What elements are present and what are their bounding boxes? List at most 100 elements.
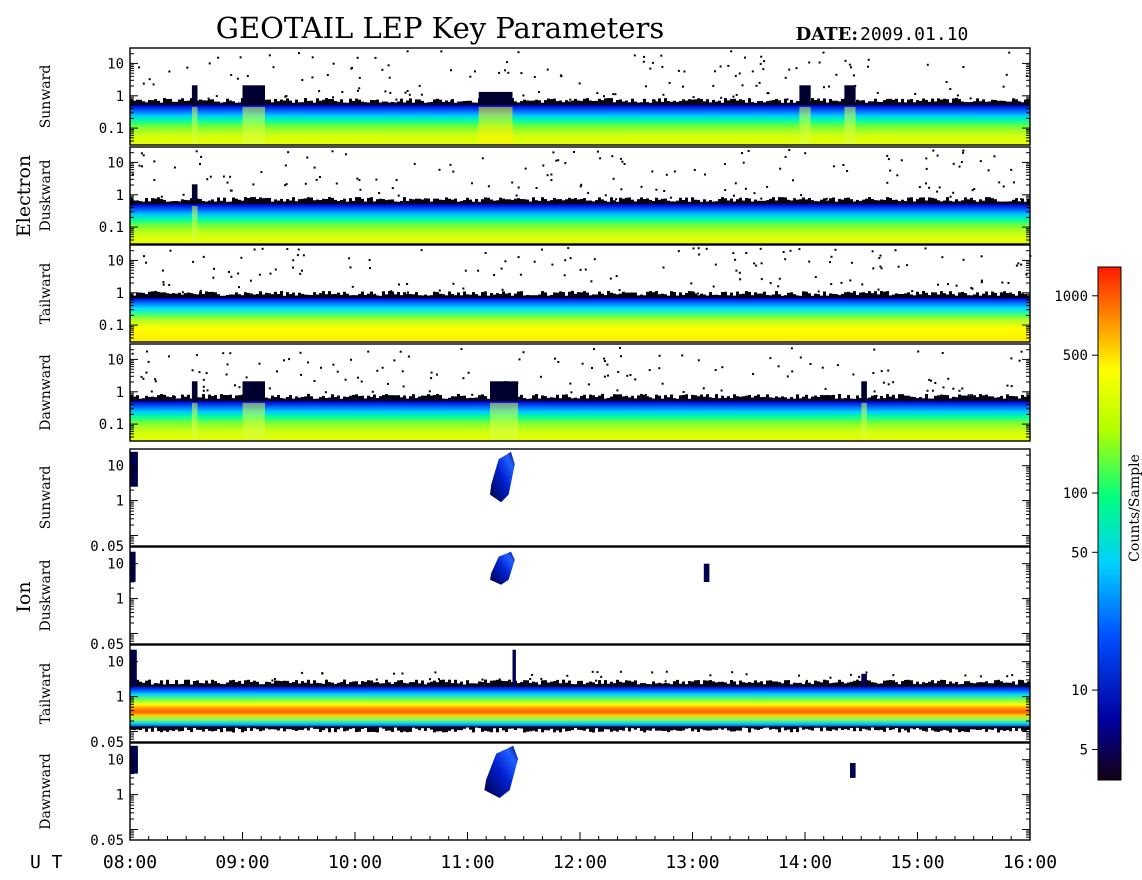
noise-point [326,74,329,76]
band-edge [682,295,685,298]
noise-point [721,366,724,369]
band-edge [235,292,238,298]
enhancement-band [490,402,519,441]
noise-point [892,674,895,677]
noise-point [677,69,680,72]
noise-point [724,189,727,191]
band-edge [730,198,733,204]
band-edge [313,200,316,204]
band-edge [214,292,217,298]
band-edge [220,726,223,733]
band-edge [370,100,373,105]
band-edge [220,200,223,204]
noise-point [533,260,536,263]
band-edge [700,684,703,687]
noise-point [738,72,741,75]
band-edge [841,398,844,401]
noise-point [848,63,851,66]
band-edge [445,197,448,204]
y-tick-label: 10 [107,253,124,269]
band-edge [787,680,790,687]
band-edge [850,726,853,728]
band-edge [304,396,307,401]
band-edge [349,98,352,105]
noise-point [805,679,808,682]
band-edge [571,100,574,105]
band-edge [697,726,700,732]
band-edge [325,679,328,687]
band-edge [139,292,142,298]
band-edge [406,398,409,401]
noise-point [861,283,864,286]
noise-point [192,260,195,263]
band-edge [382,683,385,687]
band-edge [757,200,760,204]
band-edge [340,682,343,687]
noise-point [844,59,847,62]
colorbar-tick-label: 50 [1071,545,1088,561]
band-edge [442,398,445,401]
noise-point [306,156,309,159]
band-edge [448,291,451,298]
band-edge [484,396,487,401]
noise-point [358,87,361,90]
band-edge [652,99,655,105]
band-edge [364,398,367,401]
noise-point [887,383,890,386]
band-edge [712,726,715,730]
noise-point [817,290,820,293]
band-edge [211,199,214,204]
band-edge [826,680,829,687]
noise-point [356,177,359,180]
noise-point [682,85,684,88]
band-edge [658,682,661,687]
band-edge [376,295,379,298]
band-edge [799,199,802,204]
panel-direction-label: Tailward [38,263,54,325]
band-edge [1009,682,1012,687]
band-edge [610,98,613,105]
band-edge [310,295,313,298]
band-edge [460,726,463,731]
band-edge [598,197,601,204]
band-edge [442,101,445,105]
noise-point [202,389,205,392]
band-edge [514,101,517,105]
band-edge [256,681,259,687]
noise-point [229,352,232,355]
band-edge [553,726,556,733]
noise-point [830,255,833,258]
band-edge [304,682,307,687]
band-edge [205,100,208,105]
noise-point [1011,674,1014,677]
band-edge [364,294,367,298]
band-edge [379,726,382,728]
band-edge [784,397,787,401]
noise-point [573,151,575,153]
band-edge [907,99,910,105]
band-edge [235,395,238,401]
band-edge [883,199,886,204]
band-edge [943,680,946,687]
band-edge [388,102,391,105]
band-edge [319,293,322,298]
band-edge [544,100,547,105]
band-edge [223,197,226,204]
noise-point [658,367,661,370]
noise-point [191,369,194,372]
band-edge [511,295,514,298]
panel-frame [129,644,1031,743]
band-edge [1024,726,1027,731]
band-edge [694,680,697,687]
band-edge [913,295,916,298]
band-edge [859,100,862,105]
band-edge [451,726,454,730]
noise-point [511,181,514,184]
band-edge [751,682,754,687]
noise-point [766,185,769,188]
noise-point [388,76,391,79]
noise-point [612,93,615,96]
band-edge [922,682,925,687]
noise-point [274,268,277,271]
noise-point [131,352,134,355]
